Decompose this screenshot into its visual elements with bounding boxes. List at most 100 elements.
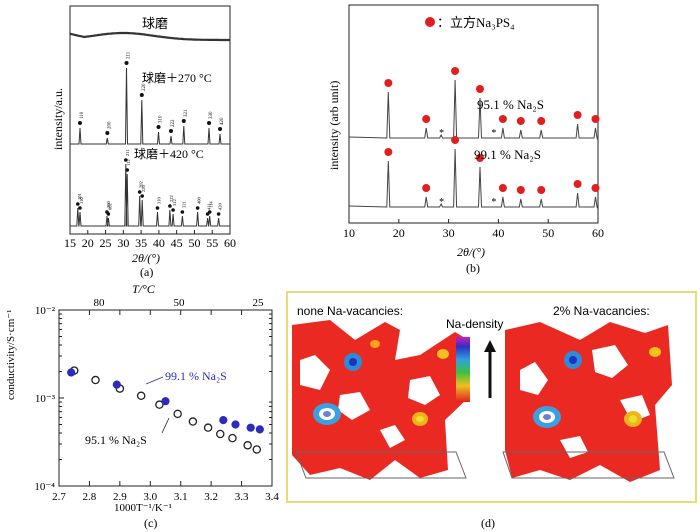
peak-dot-420 xyxy=(195,206,200,210)
cubic-peak-dot xyxy=(498,184,507,192)
label-991: 99.1 % Na₂S xyxy=(165,369,227,383)
cubic-peak-dot xyxy=(384,148,393,156)
point-99-1 xyxy=(219,416,228,425)
cubic-peak-dot xyxy=(498,115,507,123)
point-95-1 xyxy=(228,433,237,443)
peak-dot-270 xyxy=(168,129,173,133)
peak-dot-420 xyxy=(171,208,175,212)
label-951: 95.1 % Na₂S xyxy=(85,433,147,447)
cubic-peak-dot xyxy=(591,115,600,123)
impurity-star: * xyxy=(439,128,444,139)
cubic-peak-dot xyxy=(537,186,546,194)
x-tick-label-a: 20 xyxy=(82,236,94,250)
peak-index-270: 321 xyxy=(184,109,189,117)
label-ball-420: 球磨＋420 °C xyxy=(134,147,204,161)
peak-index-420: 101 xyxy=(77,193,82,200)
caption-b: (b) xyxy=(466,261,480,275)
peak-dot-420 xyxy=(207,210,212,214)
peak-dot-420 xyxy=(168,204,172,208)
peak-index-270: 222 xyxy=(171,119,176,127)
cubic-peak-dot xyxy=(384,79,393,87)
caption-c: (c) xyxy=(144,516,157,530)
ylabel-c: conductivity/S·cm⁻¹ xyxy=(5,310,17,400)
top-tick-label-c: 80 xyxy=(94,297,106,309)
panel-d: Na-density none Na-vacancies: 2% Na-vaca… xyxy=(286,291,697,530)
peak-index-420: 400 xyxy=(197,197,202,205)
legend-marker-b xyxy=(425,17,435,27)
x-tick-label-a: 40 xyxy=(153,236,165,250)
point-99-1 xyxy=(67,368,76,377)
trace-95-1 xyxy=(348,79,599,141)
point-95-1 xyxy=(91,375,100,385)
density-colorbar xyxy=(456,337,470,402)
peak-dot-270 xyxy=(181,119,186,123)
peak-dot-270 xyxy=(77,121,82,125)
label-99-1: 99.1 % Na₂S xyxy=(474,147,541,162)
x-tick-label-b: 50 xyxy=(542,226,554,240)
density-map-left xyxy=(292,320,467,480)
label-95-1: 95.1 % Na₂S xyxy=(477,97,544,112)
y-tick-label-c: 10⁻² xyxy=(35,305,56,317)
peak-index-270: 110 xyxy=(80,111,85,119)
point-99-1 xyxy=(161,397,170,406)
xlabel-c: 1000T⁻¹/K⁻¹ xyxy=(114,502,172,514)
x-tick-label-a: 35 xyxy=(135,236,147,250)
peak-index-420: 112 xyxy=(126,159,131,166)
point-95-1 xyxy=(188,417,198,426)
title-right-d: 2% Na-vacancies: xyxy=(553,304,650,318)
axes-c: 2.7 2.8 2.9 3.0 3.1 3.2 3.3 3.4 10⁻² 10⁻³ 10⁻⁴ 80 50… xyxy=(34,297,279,503)
cubic-peak-dot xyxy=(422,184,431,192)
peak-index-420: 220 xyxy=(141,185,146,193)
point-99-1 xyxy=(231,420,240,429)
ylabel-b: intensity (arb unit) xyxy=(327,81,341,170)
x-tick-label-b: 20 xyxy=(393,226,405,240)
peak-dot-420 xyxy=(216,212,221,216)
panel-b: * * * * ：立方Na₃PS₄ 95.1 % Na₂S 99.1 % Na₂S 1… xyxy=(327,4,604,275)
cubic-peak-dot xyxy=(573,180,582,188)
x-tick-label-c: 3.2 xyxy=(204,491,218,503)
y-tick-label-c: 10⁻⁴ xyxy=(34,481,55,493)
point-95-1 xyxy=(136,391,146,401)
x-tick-label-b: 10 xyxy=(343,226,355,240)
peak-index-270: 330 xyxy=(209,111,214,119)
point-95-1 xyxy=(252,445,262,454)
cubic-peak-dot xyxy=(475,154,484,162)
x-tick-label-a: 15 xyxy=(64,236,76,250)
xlabel-b: 2θ/(°) xyxy=(457,245,485,259)
point-95-1 xyxy=(155,400,164,409)
peak-index-270: 211 xyxy=(127,51,132,59)
cubic-peak-dot xyxy=(475,85,484,93)
top-tick-label-c: 50 xyxy=(174,297,186,309)
impurity-star: * xyxy=(491,128,496,139)
point-95-1 xyxy=(203,423,213,432)
points-c xyxy=(67,366,264,454)
impurity-star: * xyxy=(491,197,496,208)
caption-d: (d) xyxy=(481,516,495,530)
x-tick-label-a: 30 xyxy=(117,236,129,250)
x-ticks-a: 15 20 25 30 35 40 45 50 55 60 xyxy=(64,230,236,250)
peak-dot-420 xyxy=(78,206,82,210)
x-tick-label-a: 25 xyxy=(100,236,112,250)
leader-95-1 xyxy=(161,417,170,434)
point-99-1 xyxy=(255,425,264,434)
peak-dot-420 xyxy=(180,210,185,214)
top-tick-label-c: 25 xyxy=(253,297,265,309)
legend-d: Na-density xyxy=(446,317,503,331)
peak-index-420: 312 xyxy=(172,199,177,206)
peak-dot-420 xyxy=(124,158,128,162)
cubic-peak-dot xyxy=(451,67,460,75)
peak-index-420: 420 xyxy=(218,203,223,211)
peak-dot-270 xyxy=(124,61,129,65)
peak-dot-270 xyxy=(218,127,223,131)
peak-index-420: 411 xyxy=(207,203,212,210)
x-tick-label-a: 50 xyxy=(188,236,200,250)
cubic-peak-dot xyxy=(516,117,525,125)
cubic-peak-dot xyxy=(573,111,582,119)
x-tick-label-c: 3.3 xyxy=(235,491,249,503)
label-ball-270: 球磨＋270 °C xyxy=(142,71,212,85)
peak-dot-270 xyxy=(207,121,212,125)
point-99-1 xyxy=(112,380,121,389)
x-tick-label-c: 3.1 xyxy=(174,491,188,503)
peak-dot-420 xyxy=(140,194,144,198)
